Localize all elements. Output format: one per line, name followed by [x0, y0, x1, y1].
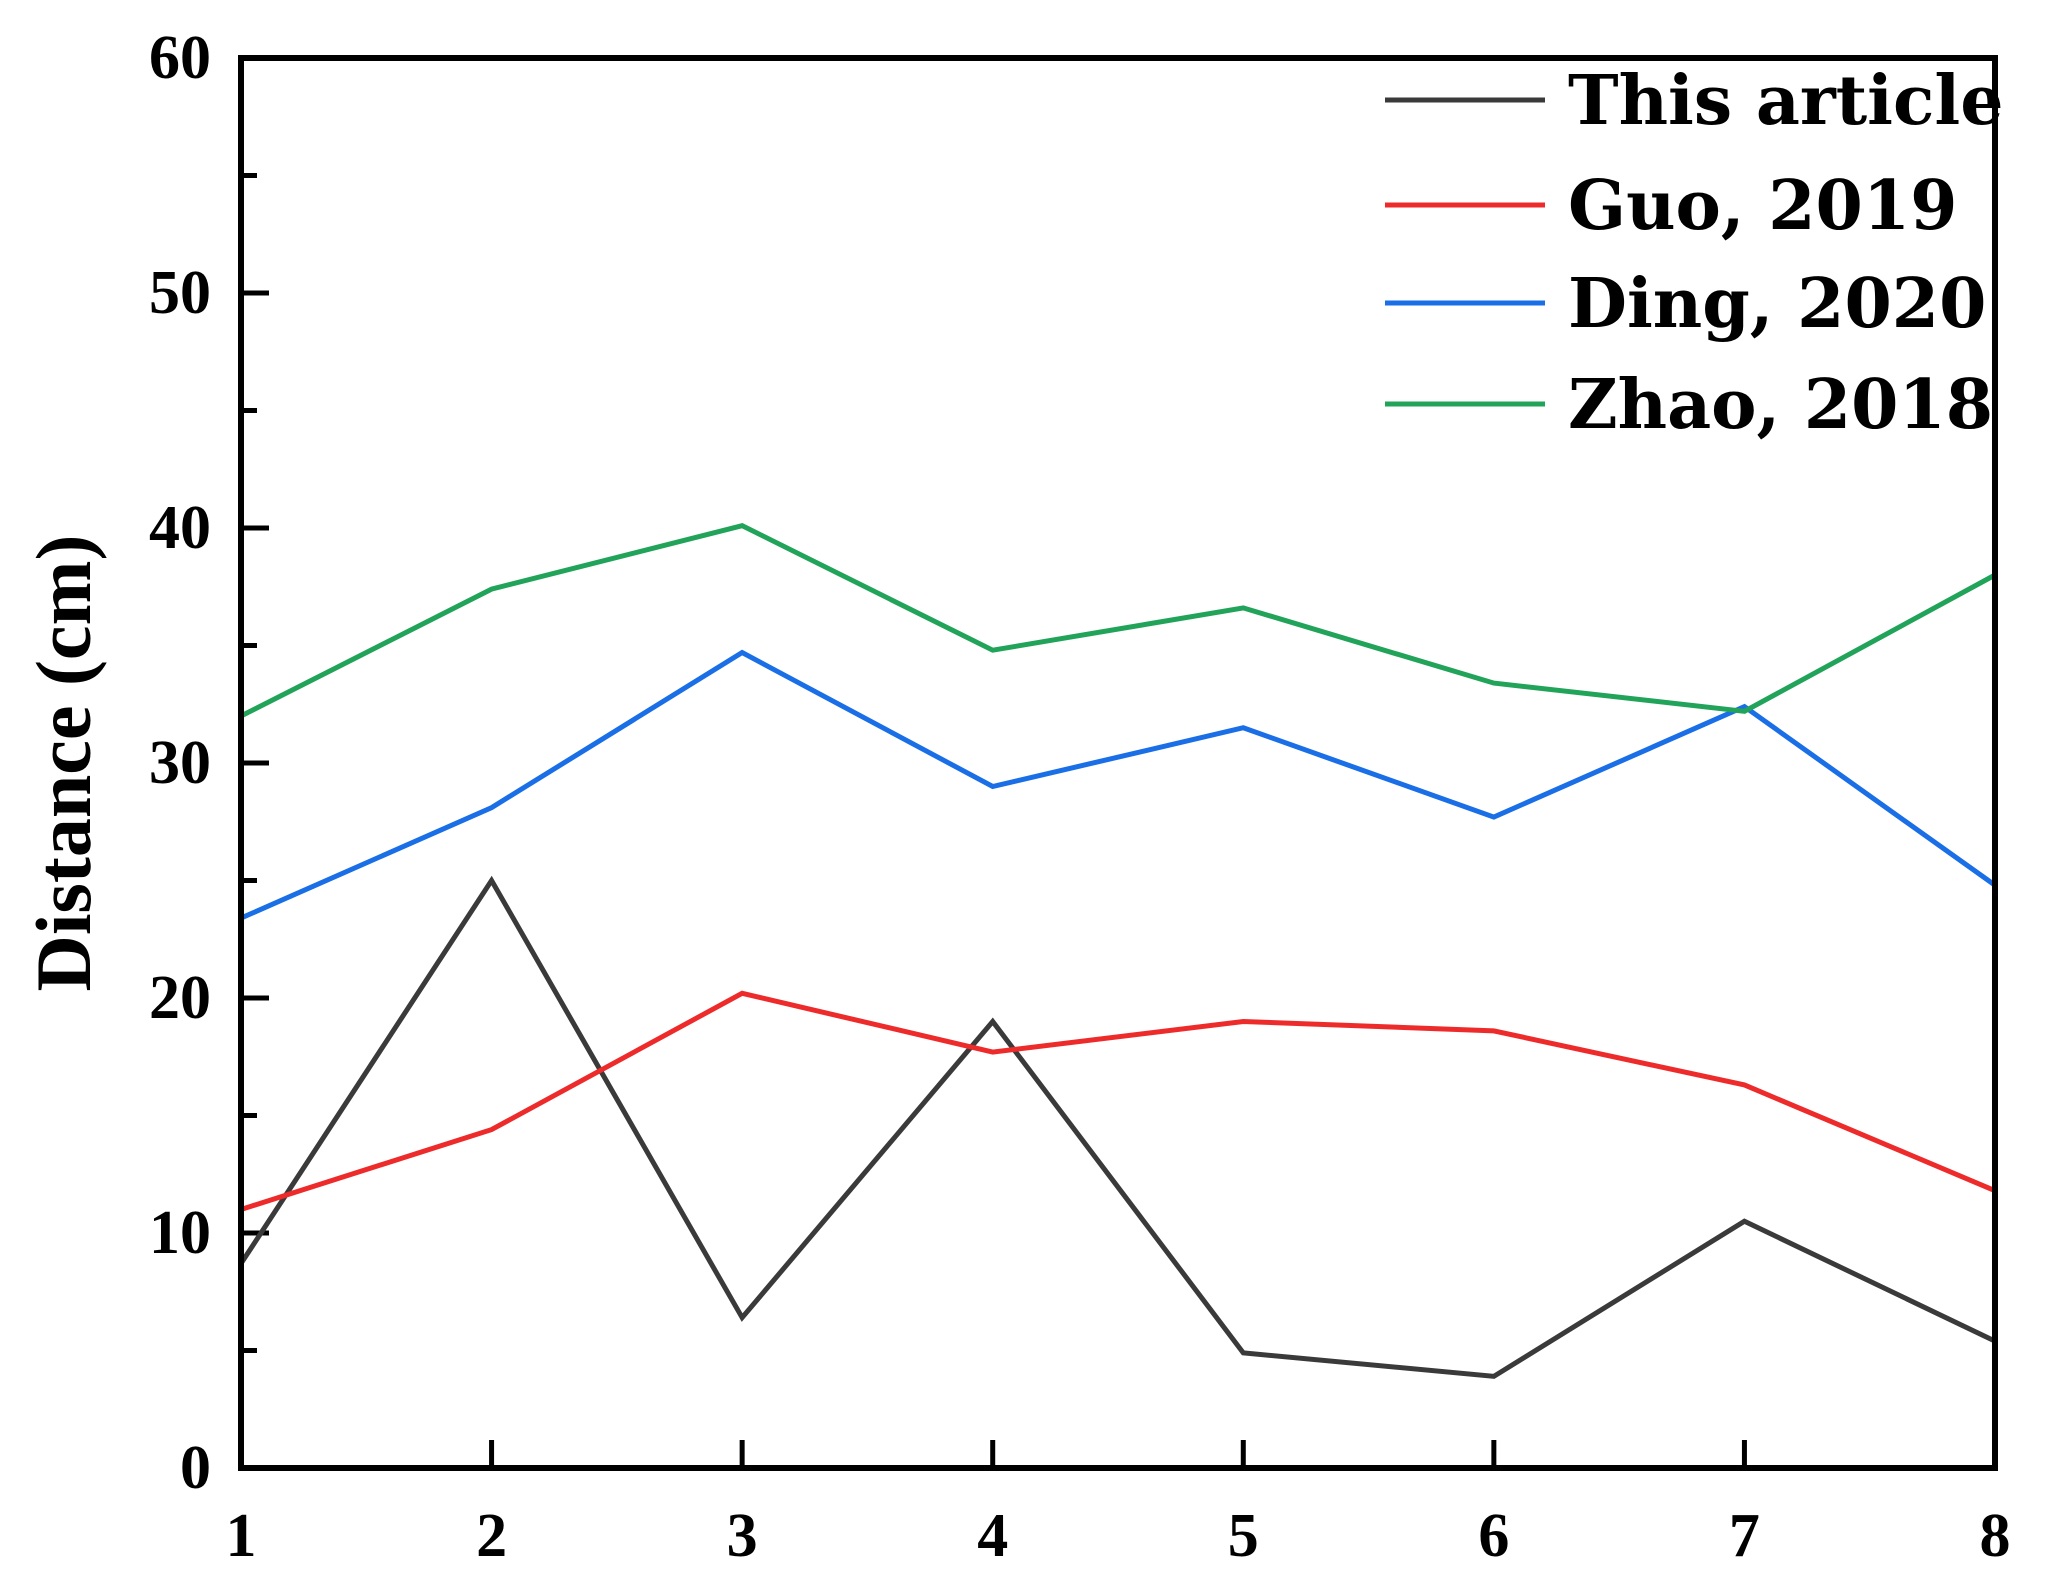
y-tick-label: 50 — [149, 259, 211, 327]
series-line — [240, 990, 1996, 1212]
x-tick-label: 7 — [1729, 1502, 1760, 1570]
y-tick-label: 20 — [149, 964, 211, 1032]
x-tick-label: 6 — [1478, 1502, 1509, 1570]
legend-label: Zhao, 2018 — [1568, 365, 1993, 445]
x-tick-label: 4 — [977, 1502, 1008, 1570]
legend-label: This article — [1568, 61, 2003, 141]
plot-frame — [238, 55, 1998, 1471]
legend-label: Ding, 2020 — [1568, 264, 1986, 344]
series-line — [239, 649, 1997, 921]
legend-label: Guo, 2019 — [1568, 166, 1957, 246]
x-tick-label: 1 — [226, 1502, 257, 1570]
x-tick-label: 3 — [727, 1502, 758, 1570]
series-lines — [238, 522, 1997, 1379]
y-tick-label: 60 — [149, 24, 211, 92]
x-tick-label: 2 — [476, 1502, 507, 1570]
x-tick-label: 8 — [1980, 1502, 2011, 1570]
y-axis-title: Distance (cm) — [20, 535, 107, 992]
y-tick-label: 40 — [149, 494, 211, 562]
y-tick-label: 0 — [180, 1434, 211, 1502]
y-tick-label: 10 — [149, 1199, 211, 1267]
x-tick-label: 5 — [1228, 1502, 1259, 1570]
axis-ticks: 0 10 20 30 40 50 60 1 2 3 4 5 6 7 8 — [149, 24, 2011, 1570]
series-line — [239, 522, 1997, 719]
y-tick-label: 30 — [149, 729, 211, 797]
series-line — [238, 875, 1997, 1379]
legend: This article Guo, 2019 Ding, 2020 Zhao, 201… — [1385, 61, 2003, 445]
